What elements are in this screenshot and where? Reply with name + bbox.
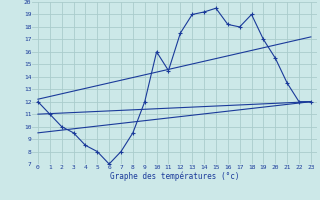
X-axis label: Graphe des températures (°c): Graphe des températures (°c) xyxy=(110,171,239,181)
